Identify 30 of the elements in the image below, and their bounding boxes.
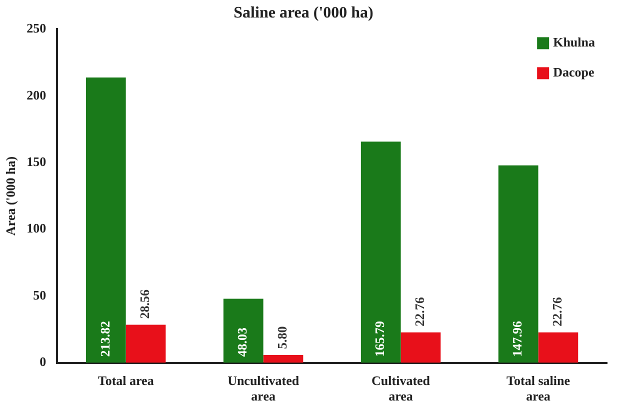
x-tick-label: Total area [98, 372, 154, 388]
bar [538, 332, 578, 363]
y-tick-label: 0 [40, 354, 46, 370]
bar [400, 332, 441, 363]
bar [498, 165, 538, 363]
y-axis-title: Area ('000 ha) [3, 156, 18, 236]
y-tick-label: 250 [26, 20, 46, 36]
y-tick-label: 50 [33, 287, 46, 302]
text: 147.96 [510, 321, 525, 357]
chart-title: Saline area ('000 ha) [234, 4, 374, 22]
text: 22.76 [412, 297, 428, 326]
x-tick-label: Cultivated area [372, 372, 431, 404]
legend-label: Dacope [553, 64, 594, 80]
bar [86, 77, 126, 363]
y-tick-label: 100 [26, 220, 46, 236]
y-tick-label: 200 [26, 87, 46, 102]
bar [360, 142, 401, 363]
x-tick-label: Uncultivated area [228, 372, 300, 404]
text: 5.80 [274, 326, 290, 350]
text: 165.79 [372, 321, 388, 357]
x-tick-label: Total saline area [506, 372, 570, 404]
text: 22.76 [550, 297, 565, 326]
bar [126, 324, 166, 363]
text: 28.56 [137, 289, 152, 319]
text: 48.03 [234, 328, 250, 357]
bar [263, 355, 304, 363]
bar [223, 298, 264, 363]
legend-label: Khulna [553, 34, 596, 50]
y-tick-label: 150 [26, 154, 46, 169]
text: 213.82 [97, 321, 112, 357]
